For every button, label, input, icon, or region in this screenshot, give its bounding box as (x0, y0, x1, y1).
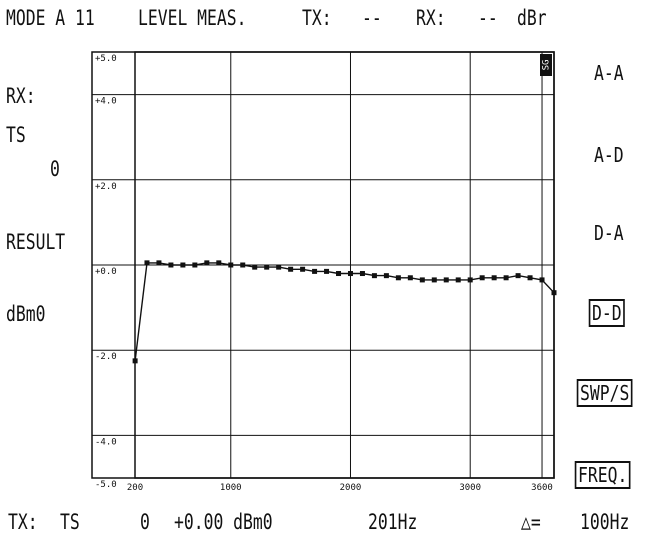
softkey-a-a[interactable]: A-A (594, 61, 624, 85)
data-point (407, 275, 413, 281)
data-point (252, 264, 258, 270)
data-point (383, 273, 389, 279)
x-tick-label: 2000 (340, 483, 362, 493)
left-rx-label: RX: (6, 84, 36, 108)
softkey-a-d[interactable]: A-D (594, 143, 624, 167)
left-ts-label: TS (6, 123, 26, 147)
data-point (276, 264, 282, 270)
y-tick-label: -2.0 (95, 352, 117, 362)
header-rx-unit: dBr (517, 6, 547, 30)
x-tick-label: 3600 (531, 483, 553, 493)
mode-label: MODE A 11 (6, 6, 95, 30)
x-tick-label: 1000 (220, 483, 242, 493)
data-point (204, 260, 210, 266)
header-tx-value: -- (362, 6, 382, 30)
header-rx-value: -- (478, 6, 498, 30)
y-tick-label: -4.0 (95, 437, 117, 447)
data-point (144, 260, 150, 266)
data-point (395, 275, 401, 281)
y-tick-label: +0.0 (95, 267, 117, 277)
data-point (419, 277, 425, 283)
unit-label: dBm0 (6, 302, 46, 326)
header-tx-label: TX: (302, 6, 332, 30)
data-point (551, 290, 557, 296)
softkey-frequency[interactable]: FREQ. (574, 461, 631, 489)
data-point (312, 268, 318, 274)
data-point (216, 260, 222, 266)
x-tick-label: 200 (127, 483, 143, 493)
data-point (455, 277, 461, 283)
data-point (324, 268, 330, 274)
footer-ts-label: TS (60, 510, 80, 534)
header-rx-label: RX: (416, 6, 446, 30)
y-tick-label: +4.0 (95, 97, 117, 107)
result-label: RESULT (6, 230, 66, 254)
data-point (192, 262, 198, 268)
data-point (503, 275, 509, 281)
data-point (359, 271, 365, 277)
data-point (491, 275, 497, 281)
measurement-title: LEVEL MEAS. (138, 6, 247, 30)
data-point (467, 277, 473, 283)
footer-level: +0.00 dBm0 (174, 510, 273, 534)
data-point (132, 358, 138, 364)
data-point (300, 266, 306, 272)
softkey-sweep-speed[interactable]: SWP/S (576, 379, 633, 407)
footer-frequency: 201Hz (368, 510, 418, 534)
data-point (228, 262, 234, 268)
data-point (240, 262, 246, 268)
left-ts-value: 0 (50, 157, 60, 181)
data-point (479, 275, 485, 281)
data-point (180, 262, 186, 268)
footer-tx-label: TX: (8, 510, 38, 534)
data-point (515, 273, 521, 279)
data-point (264, 264, 270, 270)
y-tick-label: +5.0 (95, 54, 117, 64)
footer-delta-value: 100Hz (580, 510, 630, 534)
data-point (443, 277, 449, 283)
data-point (371, 273, 377, 279)
y-tick-label: +2.0 (95, 182, 117, 192)
data-point (431, 277, 437, 283)
data-point (336, 271, 342, 277)
data-point (539, 277, 545, 283)
data-point (168, 262, 174, 268)
data-point (288, 266, 294, 272)
softkey-d-a[interactable]: D-A (594, 221, 624, 245)
data-point (156, 260, 162, 266)
x-tick-label: 3000 (459, 483, 481, 493)
sg-badge-text: SG (542, 60, 552, 71)
y-tick-label: -5.0 (95, 480, 117, 490)
sg-badge: SG (540, 54, 552, 76)
footer-delta-symbol: △= (521, 510, 541, 534)
data-point (527, 275, 533, 281)
data-point (347, 271, 353, 277)
softkey-d-d[interactable]: D-D (588, 299, 625, 327)
footer-ts-value: 0 (140, 510, 150, 534)
level-trace (134, 262, 555, 361)
